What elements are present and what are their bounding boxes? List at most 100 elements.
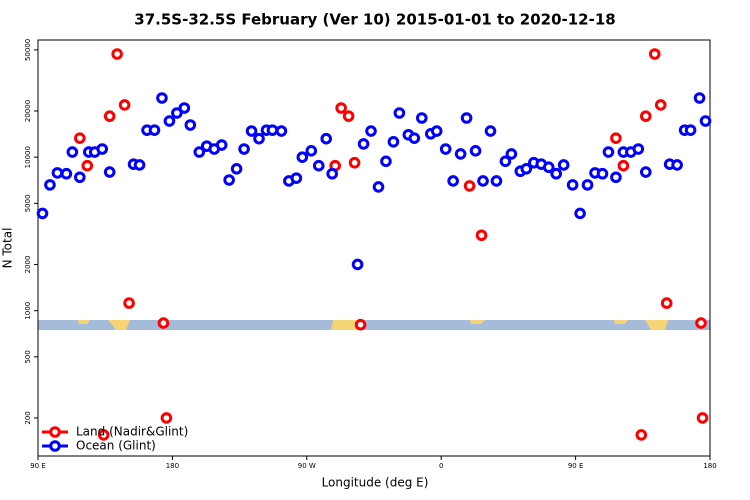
data-point (469, 145, 482, 157)
data-point (118, 99, 131, 111)
data-point (335, 102, 347, 114)
data-point (684, 124, 697, 136)
data-point (365, 125, 377, 137)
plot-frame (37, 39, 711, 457)
data-point (581, 179, 594, 191)
data-point (387, 135, 400, 148)
data-point (610, 171, 622, 184)
data-point (454, 148, 467, 160)
data-point (671, 159, 683, 171)
data-point (490, 175, 503, 187)
data-point (602, 146, 615, 158)
y-tick-label: 5000 (24, 194, 32, 212)
data-point (351, 258, 364, 271)
data-point (74, 132, 86, 144)
data-point (463, 180, 476, 192)
legend-marker (49, 440, 61, 452)
data-point (439, 143, 452, 155)
data-point (312, 159, 325, 172)
data-point (447, 175, 459, 187)
data-point (354, 318, 367, 331)
x-tick-label: 180 (166, 462, 179, 470)
data-point (695, 317, 707, 329)
data-point (566, 179, 579, 191)
data-point (460, 112, 473, 124)
data-point (342, 110, 355, 122)
data-point (660, 297, 673, 309)
data-point (408, 132, 421, 144)
legend-label: Ocean (Glint) (76, 439, 156, 453)
data-point (610, 132, 622, 144)
data-point (178, 102, 191, 114)
data-point (617, 159, 630, 172)
data-point (157, 317, 170, 329)
data-point (36, 207, 49, 220)
legend-item: Ocean (Glint) (42, 439, 156, 453)
data-point (266, 124, 279, 136)
data-point (475, 229, 488, 242)
data-point (648, 48, 661, 60)
x-tick-label: 90 W (298, 462, 316, 470)
data-point (477, 175, 489, 187)
data-point (215, 139, 228, 151)
data-point (430, 125, 443, 137)
data-point (639, 110, 652, 122)
data-point (696, 412, 709, 424)
data-point (380, 155, 392, 168)
data-point (160, 412, 173, 424)
legend-item: Land (Nadir&Glint) (42, 425, 188, 439)
data-point (557, 159, 570, 171)
data-point (245, 125, 258, 137)
data-point (635, 429, 648, 441)
data-point (148, 124, 161, 136)
data-point (542, 161, 555, 174)
x-tick-label: 180 (703, 462, 716, 470)
data-point (484, 125, 497, 137)
y-tick-label: 1000 (24, 302, 32, 320)
data-point (60, 167, 73, 180)
x-tick-label: 0 (439, 462, 443, 470)
legend-marker (49, 426, 61, 438)
data-point (230, 162, 243, 175)
y-tick-label: 500 (24, 350, 32, 363)
data-point (133, 159, 146, 171)
chart-title: 37.5S-32.5S February (Ver 10) 2015-01-01… (134, 11, 615, 29)
data-point (163, 115, 176, 127)
data-point (103, 166, 116, 178)
legend-label: Land (Nadir&Glint) (76, 425, 188, 439)
data-point (193, 146, 206, 158)
data-point (66, 146, 79, 158)
data-point (123, 297, 135, 309)
ocean-strip (38, 320, 710, 330)
data-point (184, 119, 197, 131)
data-point (505, 148, 518, 160)
data-point (520, 162, 533, 175)
map-strip (38, 320, 710, 330)
x-tick-label: 90 E (568, 462, 584, 470)
data-point (639, 166, 652, 178)
y-tick-label: 50000 (24, 39, 32, 61)
data-point (596, 167, 609, 180)
data-point (97, 429, 110, 441)
data-point (326, 167, 338, 180)
y-tick-label: 200 (24, 411, 32, 424)
data-point (238, 143, 250, 155)
data-point (51, 167, 64, 179)
data-point (74, 171, 86, 184)
y-tick-label: 10000 (24, 146, 32, 168)
data-point (305, 145, 318, 157)
data-point (574, 207, 586, 220)
data-point (275, 125, 288, 137)
data-point (393, 107, 406, 119)
y-tick-label: 2000 (24, 256, 32, 274)
data-point (320, 132, 333, 145)
data-point (357, 138, 370, 150)
data-point (223, 174, 235, 186)
data-point (44, 179, 56, 191)
data-point (699, 115, 712, 127)
data-point (156, 92, 168, 104)
x-axis-label: Longitude (deg E) (322, 476, 429, 490)
data-point (253, 132, 265, 145)
